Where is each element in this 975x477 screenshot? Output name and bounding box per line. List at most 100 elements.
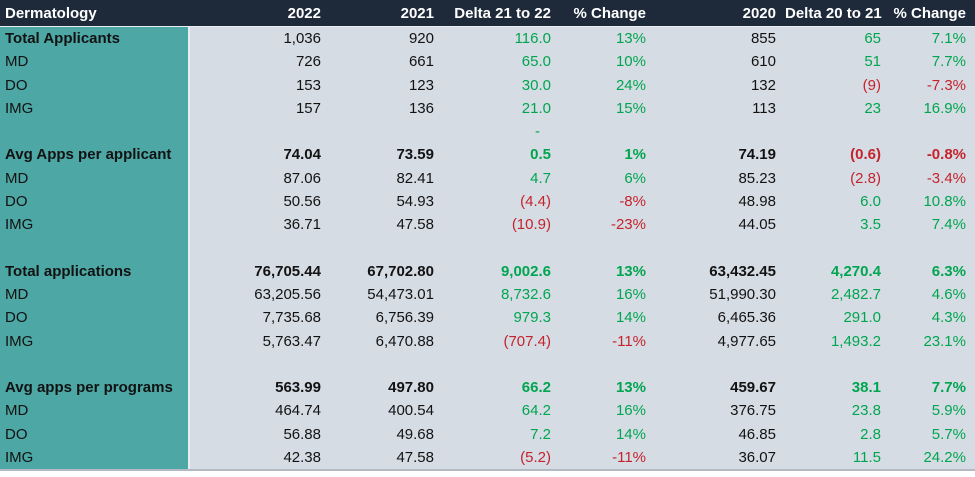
cell: 21.0 xyxy=(521,99,551,117)
cell: -11% xyxy=(612,448,646,466)
cell: 14% xyxy=(615,309,646,327)
cell: (0.6) xyxy=(850,146,881,164)
cell: 73.59 xyxy=(396,146,434,164)
row-label: DO xyxy=(0,422,190,446)
cell: 6.0 xyxy=(860,192,881,210)
cell: -7.3% xyxy=(926,76,966,94)
cell: 24% xyxy=(615,76,646,94)
cell: (9) xyxy=(862,76,881,94)
cell: 4.7 xyxy=(530,169,551,187)
cell: 82.41 xyxy=(396,169,434,187)
row-label xyxy=(0,352,190,376)
table-row: MD 63,205.56 54,473.01 8,732.6 16% 51,990.30 2… xyxy=(0,282,975,307)
cell: 46.85 xyxy=(738,425,776,443)
cell: 63,432.45 xyxy=(709,262,776,280)
cell: 459.67 xyxy=(730,379,776,397)
table-row: IMG 5,763.47 6,470.88 (707.4) -11% 4,977.65 1,… xyxy=(0,329,975,353)
row-label: MD xyxy=(0,50,190,74)
table-row: - xyxy=(0,120,975,144)
column-header-pct-change-2: % Change xyxy=(893,4,966,22)
cell: 7,735.68 xyxy=(262,309,321,327)
table-row: DO 153 123 30.0 24% 132 (9) -7.3% xyxy=(0,73,975,97)
row-label xyxy=(0,120,190,144)
cell: 4,270.4 xyxy=(830,262,881,280)
cell: 10.8% xyxy=(923,192,966,210)
cell: 376.75 xyxy=(730,402,776,420)
table-bottom-edge xyxy=(0,469,975,477)
cell: 610 xyxy=(750,53,776,71)
cell: 74.04 xyxy=(283,146,321,164)
cell: -11% xyxy=(612,332,646,350)
cell: 661 xyxy=(408,53,434,71)
cell: 50.56 xyxy=(283,192,321,210)
cell: -8% xyxy=(619,192,646,210)
cell: 36.71 xyxy=(283,216,321,234)
cell: 13% xyxy=(615,30,646,48)
cell: 979.3 xyxy=(513,309,551,327)
cell: 920 xyxy=(408,30,434,48)
table-row: Total applications 76,705.44 67,702.80 9,00… xyxy=(0,259,975,283)
table-body: Total Applicants 1,036 920 116.0 13% 855 65 7.1… xyxy=(0,26,975,470)
cell: 54,473.01 xyxy=(367,286,434,304)
table-row: DO 50.56 54.93 (4.4) -8% 48.98 6.0 10.8% xyxy=(0,189,975,214)
table-row: IMG 157 136 21.0 15% 113 23 16.9% xyxy=(0,96,975,121)
column-header-2022: 2022 xyxy=(287,4,321,22)
cell: 157 xyxy=(295,99,321,117)
row-label: Total applications xyxy=(0,259,190,283)
cell: 123 xyxy=(408,76,434,94)
cell: 14% xyxy=(615,425,646,443)
cell: 64.2 xyxy=(521,402,551,420)
cell: 136 xyxy=(408,99,434,117)
cell: (10.9) xyxy=(511,216,551,234)
row-label: Avg Apps per applicant xyxy=(0,143,190,167)
table-row: Avg Apps per applicant 74.04 73.59 0.5 1% 74.… xyxy=(0,143,975,167)
table-header-row: Dermatology 2022 2021 Delta 21 to 22 % C… xyxy=(0,0,975,26)
cell: 2.8 xyxy=(860,425,881,443)
cell: 16% xyxy=(615,402,646,420)
row-label xyxy=(0,236,190,260)
cell: 51,990.30 xyxy=(709,286,776,304)
cell: 67,702.80 xyxy=(367,262,434,280)
cell: 7.7% xyxy=(931,379,966,397)
cell: 563.99 xyxy=(275,379,321,397)
row-label: MD xyxy=(0,166,190,190)
table-row: MD 464.74 400.54 64.2 16% 376.75 23.8 5.9% xyxy=(0,399,975,423)
table-row: MD 726 661 65.0 10% 610 51 7.7% xyxy=(0,50,975,74)
cell: 855 xyxy=(750,30,776,48)
cell: 16.9% xyxy=(923,99,966,117)
cell: 6% xyxy=(624,169,646,187)
table-row: IMG 42.38 47.58 (5.2) -11% 36.07 11.5 24.2% xyxy=(0,445,975,470)
cell: 23 xyxy=(864,99,881,117)
cell: 47.58 xyxy=(396,216,434,234)
cell: 85.23 xyxy=(738,169,776,187)
cell: 132 xyxy=(750,76,776,94)
cell: 87.06 xyxy=(283,169,321,187)
cell: 23.1% xyxy=(923,332,966,350)
cell: 2,482.7 xyxy=(830,286,881,304)
cell: 11.5 xyxy=(852,448,881,466)
cell: 30.0 xyxy=(521,76,551,94)
cell: 48.98 xyxy=(738,192,776,210)
cell: 464.74 xyxy=(275,402,321,420)
cell: 116.0 xyxy=(514,30,551,48)
column-header-delta-20-to-21: Delta 20 to 21 xyxy=(785,4,882,22)
cell: 726 xyxy=(295,53,321,71)
table-row xyxy=(0,352,975,376)
cell: 4,977.65 xyxy=(717,332,776,350)
cell: 56.88 xyxy=(283,425,321,443)
row-label: IMG xyxy=(0,329,190,353)
column-header-delta-21-to-22: Delta 21 to 22 xyxy=(454,4,551,22)
table-row: MD 87.06 82.41 4.7 6% 85.23 (2.8) -3.4% xyxy=(0,166,975,190)
cell: 13% xyxy=(615,379,646,397)
cell: 49.68 xyxy=(396,425,434,443)
column-header-dermatology: Dermatology xyxy=(5,4,97,22)
cell: 1% xyxy=(624,146,646,164)
cell: 10% xyxy=(615,53,646,71)
cell: 76,705.44 xyxy=(254,262,321,280)
cell: 1,036 xyxy=(283,30,321,48)
cell: -23% xyxy=(610,216,646,234)
cell: 54.93 xyxy=(396,192,434,210)
cell: 7.7% xyxy=(931,53,966,71)
row-label: IMG xyxy=(0,96,190,121)
